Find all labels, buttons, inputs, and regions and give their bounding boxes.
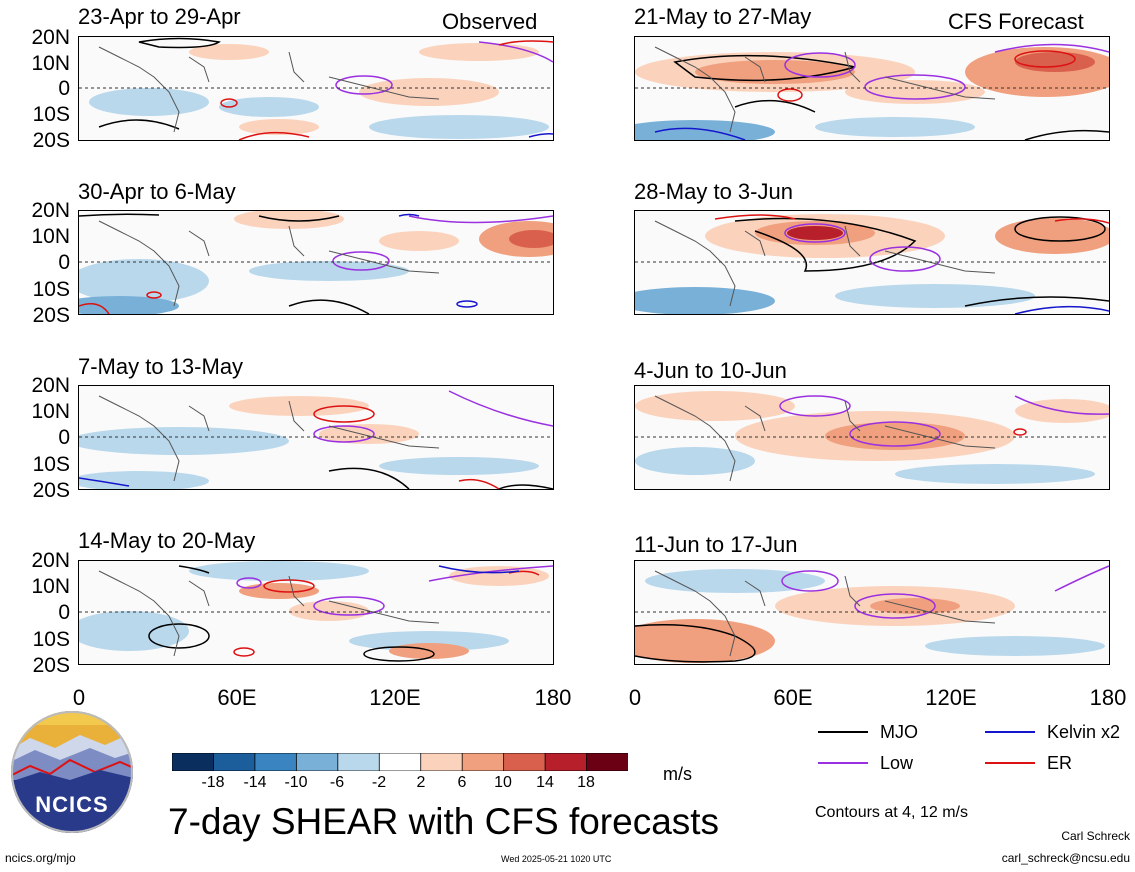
- y-label: 10N: [31, 225, 70, 248]
- colorbar-tick-label: -6: [329, 774, 345, 791]
- colorbar-swatch: [337, 752, 381, 772]
- x-label: 180: [1089, 685, 1127, 710]
- shear-map: [79, 37, 553, 140]
- legend-line-mjo: [818, 731, 868, 733]
- shear-map: [635, 386, 1109, 489]
- map-panel-fc4: [634, 560, 1110, 665]
- colorbar-tick-label: 18: [577, 774, 595, 791]
- y-label: 20S: [32, 129, 70, 152]
- colorbar-tick-label: -18: [201, 774, 225, 791]
- x-label: 60E: [217, 685, 257, 710]
- colorbar-tick-label: -2: [371, 774, 387, 791]
- y-label: 10N: [31, 575, 70, 598]
- colorbar-tick-label: 14: [536, 774, 554, 791]
- legend-line-kelvin: [985, 731, 1035, 733]
- colorbar-swatch: [171, 752, 215, 772]
- y-label: 20S: [32, 304, 70, 327]
- url-text: ncics.org/mjo: [5, 851, 76, 865]
- shear-map: [79, 211, 553, 314]
- colorbar-swatch: [213, 752, 256, 772]
- map-panel-fc1: [634, 36, 1110, 141]
- shear-map: [635, 561, 1109, 664]
- shear-map: [635, 211, 1109, 314]
- colorbar-swatch: [503, 752, 546, 772]
- x-label: 120E: [925, 685, 977, 710]
- x-label: 0: [72, 685, 86, 710]
- legend-label-low: Low: [880, 753, 914, 773]
- colorbar-tick-label: 10: [494, 774, 512, 791]
- colorbar-swatch: [461, 752, 505, 772]
- y-label: 10S: [32, 453, 70, 476]
- map-panel-obs1: [78, 36, 554, 141]
- y-label: 10S: [32, 278, 70, 301]
- ncics-logo: NCICS: [10, 710, 134, 834]
- shear-map: [79, 561, 553, 664]
- contours-note: Contours at 4, 12 m/s: [815, 804, 968, 821]
- observed-label: Observed: [442, 9, 538, 34]
- x-label: 120E: [369, 685, 421, 710]
- panel-title-fc1: 21-May to 27-May: [634, 4, 812, 29]
- y-label: 20S: [32, 654, 70, 677]
- legend-label-kelvin: Kelvin x2: [1047, 722, 1121, 742]
- shear-map: [79, 386, 553, 489]
- main-title: 7-day SHEAR with CFS forecasts: [168, 801, 720, 842]
- x-label: 60E: [773, 685, 813, 710]
- map-panel-obs4: [78, 560, 554, 665]
- legend-line-low: [818, 762, 868, 764]
- email-text: carl_schreck@ncsu.edu: [1001, 851, 1130, 865]
- shear-map: [635, 37, 1109, 140]
- colorbar-swatch: [378, 752, 422, 772]
- y-label: 10N: [31, 400, 70, 423]
- panel-title-obs4: 14-May to 20-May: [78, 528, 256, 553]
- y-label: 10S: [32, 628, 70, 651]
- colorbar-swatch: [295, 752, 339, 772]
- y-label: 20N: [31, 26, 70, 49]
- colorbar: [171, 752, 629, 772]
- x-label: 0: [628, 685, 642, 710]
- panel-title-obs3: 7-May to 13-May: [78, 354, 244, 379]
- y-label: 0: [58, 601, 70, 624]
- legend-line-er: [985, 762, 1035, 764]
- units-label: m/s: [663, 764, 692, 784]
- y-label: 0: [58, 251, 70, 274]
- legend-label-er: ER: [1047, 753, 1073, 773]
- colorbar-tick-label: -14: [243, 774, 267, 791]
- author-text: Carl Schreck: [1061, 829, 1130, 843]
- y-label: 10N: [31, 52, 70, 75]
- colorbar-swatch: [420, 752, 464, 772]
- y-label: 20S: [32, 479, 70, 502]
- y-label: 20N: [31, 549, 70, 572]
- colorbar-swatch: [586, 752, 629, 772]
- map-panel-fc2: [634, 210, 1110, 315]
- colorbar-tick-label: 6: [457, 774, 467, 791]
- y-label: 20N: [31, 374, 70, 397]
- x-label: 180: [534, 685, 572, 710]
- y-label: 0: [58, 426, 70, 449]
- y-label: 20N: [31, 199, 70, 222]
- panel-title-obs1: 23-Apr to 29-Apr: [78, 4, 241, 29]
- logo-text: NCICS: [35, 792, 109, 817]
- legend-label-mjo: MJO: [880, 722, 918, 742]
- panel-title-obs2: 30-Apr to 6-May: [78, 179, 236, 204]
- y-label: 0: [58, 77, 70, 100]
- map-panel-obs3: [78, 385, 554, 490]
- y-label: 10S: [32, 103, 70, 126]
- timestamp-text: Wed 2025-05-21 1020 UTC: [501, 854, 612, 864]
- colorbar-swatch: [544, 752, 588, 772]
- cfs-forecast-label: CFS Forecast: [948, 9, 1084, 34]
- panel-title-fc2: 28-May to 3-Jun: [634, 179, 793, 204]
- map-panel-obs2: [78, 210, 554, 315]
- colorbar-tick-label: 2: [416, 774, 426, 791]
- panel-title-fc3: 4-Jun to 10-Jun: [634, 358, 787, 383]
- colorbar-swatch: [254, 752, 298, 772]
- panel-title-fc4: 11-Jun to 17-Jun: [634, 532, 798, 557]
- colorbar-tick-label: -10: [284, 774, 308, 791]
- map-panel-fc3: [634, 385, 1110, 490]
